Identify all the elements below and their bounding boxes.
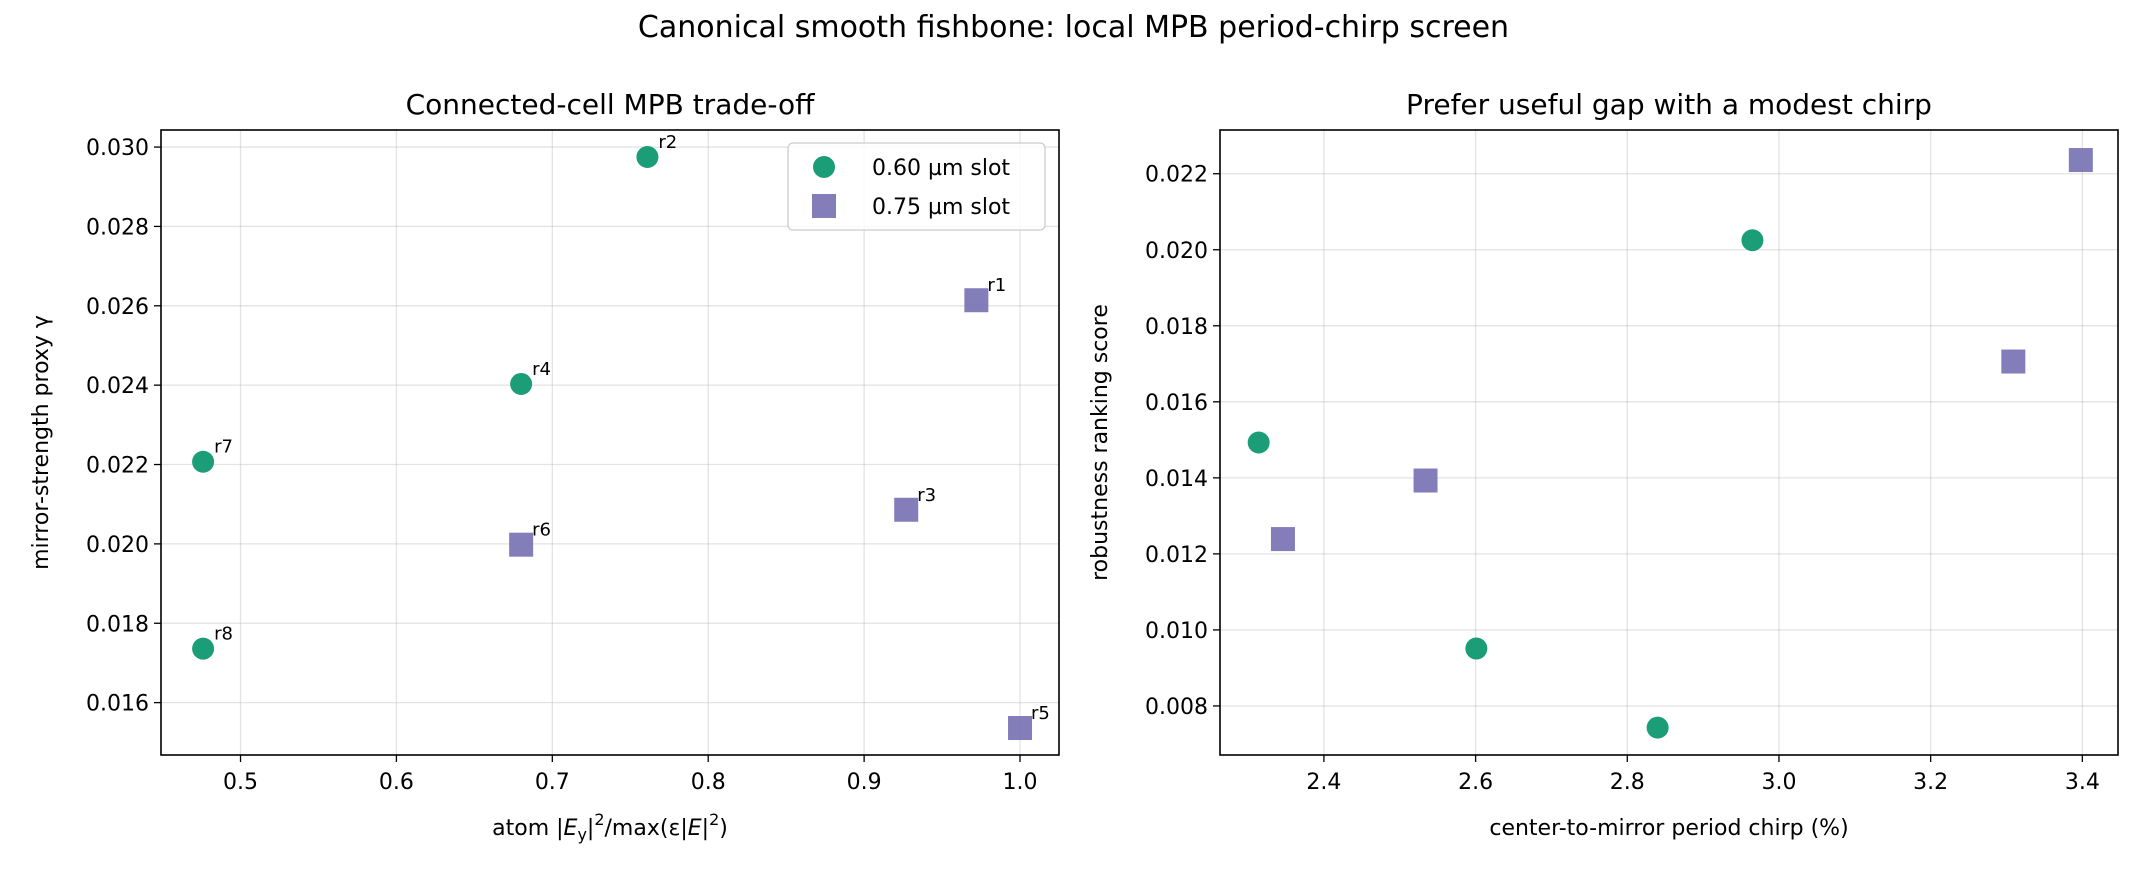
y-tick-label: 0.018 bbox=[1145, 315, 1208, 340]
legend: 0.60 µm slot 0.75 µm slot bbox=[787, 142, 1046, 231]
data-point-square bbox=[2001, 349, 2026, 374]
data-point-circle bbox=[636, 145, 659, 168]
data-point-square bbox=[894, 497, 919, 522]
y-tick-label: 0.018 bbox=[86, 612, 149, 637]
data-point-square bbox=[1270, 527, 1295, 552]
legend-label: 0.60 µm slot bbox=[872, 156, 1010, 181]
x-axis-label: atom |Ey|2/max(ε|E|2) bbox=[492, 810, 728, 844]
data-point-square bbox=[2068, 148, 2093, 173]
legend-box bbox=[787, 142, 1046, 231]
y-tick-label: 0.012 bbox=[1145, 543, 1208, 568]
legend-marker-circle bbox=[813, 156, 835, 178]
point-label: r3 bbox=[917, 485, 936, 506]
y-tick-label: 0.030 bbox=[86, 136, 149, 161]
data-point-circle bbox=[192, 450, 215, 473]
x-tick-label: 3.2 bbox=[1913, 770, 1948, 795]
y-tick-label: 0.016 bbox=[86, 692, 149, 717]
point-label: r6 bbox=[532, 520, 551, 541]
legend-marker-square bbox=[812, 194, 836, 218]
x-tick-label: 2.4 bbox=[1306, 770, 1341, 795]
x-tick-label: 3.4 bbox=[2065, 770, 2100, 795]
y-tick-label: 0.020 bbox=[86, 533, 149, 558]
figure-title: Canonical smooth fishbone: local MPB per… bbox=[637, 10, 1510, 45]
x-tick-label: 2.8 bbox=[1610, 770, 1645, 795]
y-tick-label: 0.014 bbox=[1145, 467, 1208, 492]
data-point-circle bbox=[1646, 716, 1669, 739]
y-tick-label: 0.008 bbox=[1145, 695, 1208, 720]
x-tick-label: 2.6 bbox=[1458, 770, 1493, 795]
data-point-circle bbox=[1741, 229, 1764, 252]
point-label: r8 bbox=[214, 624, 233, 645]
point-label: r7 bbox=[214, 437, 233, 458]
right-panel: 2.4 2.6 2.8 3.0 3.2 3.4 0.008 0.010 0.012 0.014 0.… bbox=[1088, 88, 2119, 841]
data-point-circle bbox=[510, 372, 533, 395]
x-tick-label: 0.7 bbox=[535, 770, 570, 795]
panel-title: Connected-cell MPB trade-off bbox=[406, 88, 816, 121]
left-panel: 0.5 0.6 0.7 0.8 0.9 1.0 0.016 0.018 0.020 0.022 0.… bbox=[29, 88, 1060, 844]
y-tick-label: 0.020 bbox=[1145, 239, 1208, 264]
y-tick-label: 0.028 bbox=[86, 215, 149, 240]
data-point-circle bbox=[192, 637, 215, 660]
data-point-square bbox=[1413, 468, 1438, 493]
y-tick-label: 0.022 bbox=[1145, 163, 1208, 188]
axes-frame bbox=[1219, 129, 2119, 756]
data-point-square bbox=[509, 532, 534, 557]
y-tick-label: 0.016 bbox=[1145, 391, 1208, 416]
x-axis-label: center-to-mirror period chirp (%) bbox=[1489, 816, 1848, 841]
x-tick-label: 0.8 bbox=[691, 770, 726, 795]
data-point-square bbox=[1008, 716, 1033, 741]
x-tick-label: 0.5 bbox=[223, 770, 258, 795]
point-label: r2 bbox=[658, 132, 677, 153]
y-axis-label: mirror-strength proxy γ bbox=[29, 315, 54, 570]
x-tick-label: 3.0 bbox=[1761, 770, 1796, 795]
data-point-circle bbox=[1247, 431, 1270, 454]
x-tick-label: 0.9 bbox=[847, 770, 882, 795]
x-tick-label: 1.0 bbox=[1003, 770, 1038, 795]
legend-label: 0.75 µm slot bbox=[872, 195, 1010, 220]
point-label: r1 bbox=[987, 275, 1006, 296]
data-point-circle bbox=[1465, 637, 1488, 660]
y-tick-label: 0.024 bbox=[86, 374, 149, 399]
data-point-square bbox=[964, 288, 989, 313]
y-axis-label: robustness ranking score bbox=[1088, 304, 1113, 581]
axes-frame bbox=[160, 129, 1060, 756]
y-tick-label: 0.026 bbox=[86, 295, 149, 320]
point-label: r4 bbox=[532, 359, 551, 380]
point-label: r5 bbox=[1031, 703, 1050, 724]
y-tick-label: 0.022 bbox=[86, 454, 149, 479]
panel-title: Prefer useful gap with a modest chirp bbox=[1406, 88, 1932, 121]
y-tick-label: 0.010 bbox=[1145, 619, 1208, 644]
x-tick-label: 0.6 bbox=[379, 770, 414, 795]
